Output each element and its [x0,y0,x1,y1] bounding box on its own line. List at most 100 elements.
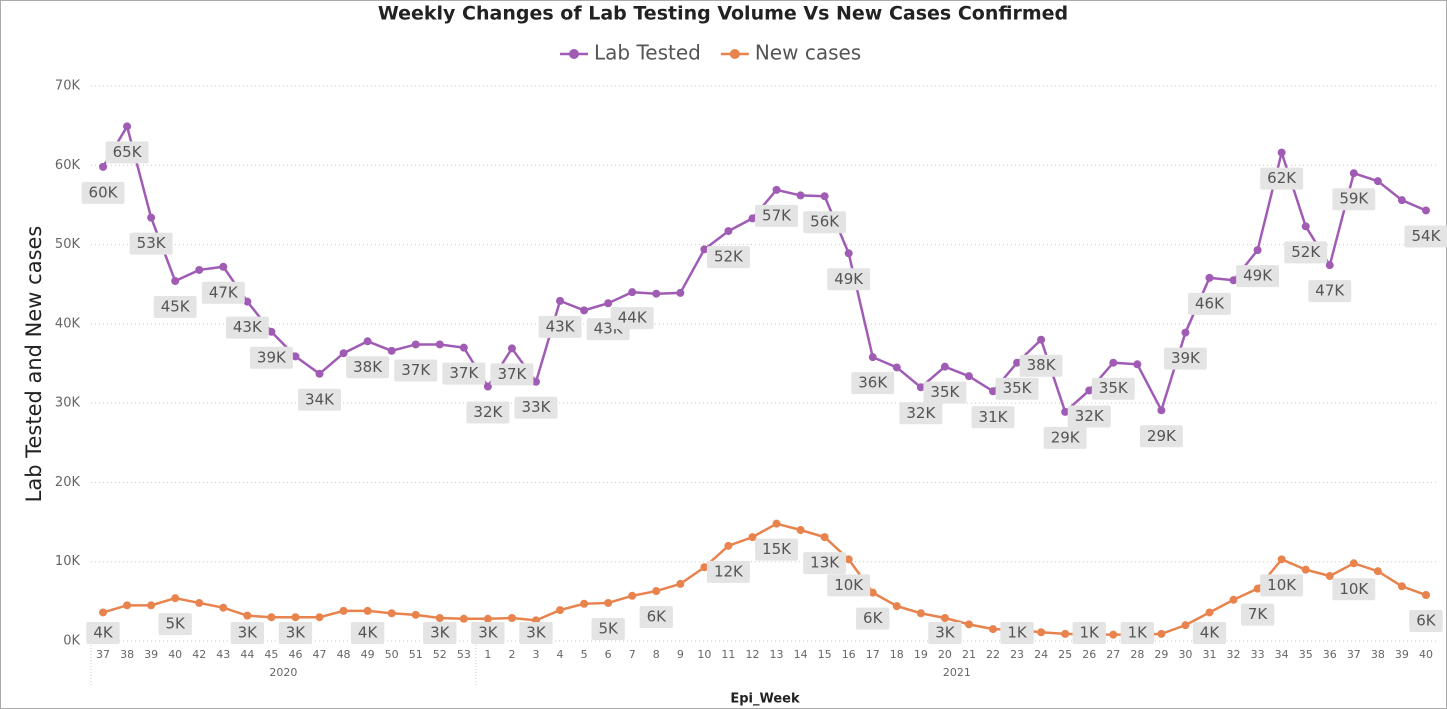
data-label-box [1332,188,1376,211]
data-label: 32K [1075,407,1105,425]
x-tick-label: 50 [385,648,399,661]
data-point [363,606,372,615]
legend-swatch [569,49,579,59]
data-point [772,519,781,528]
data-point [219,262,228,271]
data-point [916,609,925,618]
data-label-box [466,401,510,424]
data-point [411,610,420,619]
data-label-box [591,617,625,640]
x-tick-label: 47 [313,648,327,661]
data-label: 38K [353,358,383,376]
data-point [580,306,589,315]
data-point [1253,246,1262,255]
data-label-box [129,232,173,255]
data-point [1061,407,1070,416]
data-label-box [803,211,847,234]
x-tick-label: 8 [653,648,660,661]
x-tick-label: 9 [677,648,684,661]
x-tick-label: 5 [581,648,588,661]
data-point [1397,582,1406,591]
data-label-box [755,538,798,561]
data-point [964,620,973,629]
x-tick-label: 37 [1347,648,1361,661]
x-tick-label: 43 [216,648,230,661]
legend-label: New cases [755,41,861,65]
data-point [1397,196,1406,205]
data-label: 7K [1248,605,1269,623]
data-point [676,288,685,297]
x-tick-label: 2 [508,648,515,661]
x-tick-label: 37 [96,648,110,661]
data-point [219,603,228,612]
data-label-box [1163,347,1207,370]
data-label-box [230,622,265,644]
data-point [556,606,565,615]
data-label-box [225,316,269,339]
data-point [724,227,733,236]
data-label: 47K [209,283,239,301]
x-tick-label: 48 [337,648,351,661]
data-point [339,349,348,358]
data-point [147,601,156,610]
data-point [459,614,468,623]
data-point [99,162,108,171]
x-tick-label: 15 [818,648,832,661]
data-label: 37K [401,361,431,379]
x-tick-label: 30 [1178,648,1192,661]
x-tick-label: 49 [361,648,375,661]
y-tick-label: 0K [63,634,80,649]
data-label-box [519,622,553,644]
data-label: 10K [1339,580,1369,598]
data-label-box [86,622,120,644]
data-label: 43K [233,318,263,336]
data-label-box [1000,622,1034,644]
data-point [267,613,276,622]
data-label: 37K [449,364,479,382]
x-tick-label: 27 [1106,648,1120,661]
data-label: 1K [1128,624,1149,642]
data-label-box [923,381,967,404]
x-axis-label: Epi_Week [730,692,800,707]
data-label: 53K [137,234,167,252]
data-label-box [971,406,1015,429]
data-point [123,122,132,131]
data-point [531,377,540,386]
x-tick-label: 12 [745,648,759,661]
data-label: 1K [1080,624,1101,642]
x-tick-label: 14 [794,648,808,661]
x-tick-label: 11 [721,648,735,661]
x-tick-label: 38 [1371,648,1385,661]
data-label: 39K [257,348,287,366]
data-label: 3K [238,624,259,642]
data-label: 10K [1267,576,1297,594]
data-point [892,602,901,611]
data-label-box [1139,425,1183,448]
data-label-box [1332,578,1376,601]
x-tick-label: 42 [192,648,206,661]
data-point [1373,177,1382,186]
data-label-box [423,622,457,644]
x-tick-label: 6 [605,648,612,661]
data-label-box [706,560,750,583]
data-point [387,609,396,618]
x-tick-label: 17 [866,648,880,661]
x-tick-label: 28 [1130,648,1144,661]
data-label: 39K [1171,349,1201,367]
x-tick-label: 26 [1082,648,1096,661]
data-label: 65K [113,143,143,161]
data-point [339,606,348,615]
data-label: 33K [522,398,552,416]
x-tick-label: 39 [144,648,158,661]
data-point [291,352,300,361]
data-point [1229,276,1238,285]
data-label-box [610,307,654,330]
data-point [628,591,637,600]
data-label: 4K [1200,624,1221,642]
legend-swatch [729,49,740,59]
data-label-box [1260,574,1304,597]
x-tick-label: 13 [770,648,784,661]
data-label: 3K [430,624,451,642]
data-label-box [1019,354,1063,377]
data-label-box [803,552,847,575]
